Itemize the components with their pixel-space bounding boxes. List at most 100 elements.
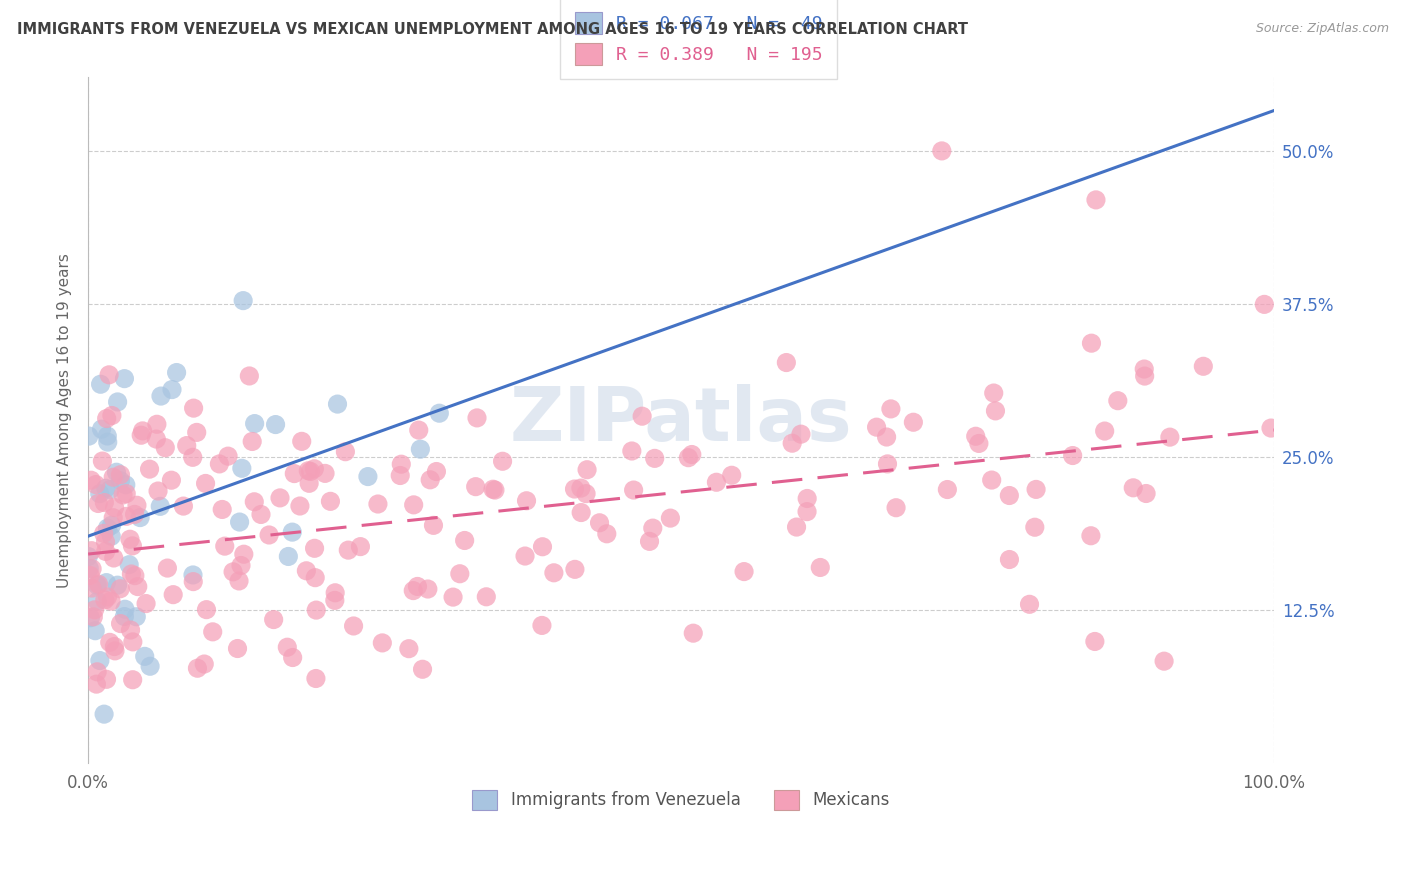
Point bbox=[371, 636, 394, 650]
Point bbox=[281, 650, 304, 665]
Point bbox=[186, 425, 208, 440]
Point bbox=[79, 611, 101, 625]
Point bbox=[115, 509, 138, 524]
Point bbox=[281, 525, 304, 540]
Point bbox=[491, 454, 513, 468]
Point bbox=[77, 549, 100, 564]
Point bbox=[641, 521, 664, 535]
Point bbox=[304, 571, 326, 585]
Point bbox=[101, 409, 124, 423]
Point bbox=[884, 500, 907, 515]
Point bbox=[77, 429, 100, 443]
Point bbox=[114, 602, 136, 616]
Point bbox=[983, 386, 1005, 401]
Point bbox=[588, 516, 610, 530]
Point bbox=[112, 488, 135, 502]
Point bbox=[644, 451, 666, 466]
Point bbox=[659, 511, 682, 525]
Point bbox=[94, 544, 117, 558]
Point bbox=[1260, 421, 1282, 435]
Point bbox=[357, 469, 380, 483]
Point bbox=[121, 539, 143, 553]
Point bbox=[965, 429, 987, 443]
Point bbox=[269, 491, 291, 505]
Point bbox=[160, 473, 183, 487]
Point bbox=[96, 590, 118, 604]
Point bbox=[79, 568, 101, 582]
Point bbox=[531, 540, 554, 554]
Point bbox=[1025, 483, 1047, 497]
Point bbox=[226, 641, 249, 656]
Point bbox=[475, 590, 498, 604]
Point bbox=[86, 578, 108, 592]
Point bbox=[543, 566, 565, 580]
Point bbox=[786, 520, 808, 534]
Point bbox=[596, 526, 619, 541]
Point bbox=[299, 464, 322, 478]
Point bbox=[408, 423, 430, 437]
Point bbox=[222, 565, 245, 579]
Point bbox=[389, 468, 412, 483]
Point bbox=[441, 590, 464, 604]
Point bbox=[482, 482, 505, 496]
Point bbox=[107, 578, 129, 592]
Point bbox=[89, 654, 111, 668]
Point bbox=[706, 475, 728, 490]
Point bbox=[139, 659, 162, 673]
Point bbox=[796, 491, 818, 506]
Point bbox=[453, 533, 475, 548]
Text: ZIPatlas: ZIPatlas bbox=[509, 384, 852, 457]
Point bbox=[93, 526, 115, 541]
Point bbox=[1153, 654, 1175, 668]
Point bbox=[125, 609, 148, 624]
Point bbox=[1192, 359, 1215, 374]
Point bbox=[291, 434, 314, 449]
Point bbox=[409, 442, 432, 457]
Point bbox=[564, 482, 586, 496]
Point bbox=[149, 389, 172, 403]
Point bbox=[91, 454, 114, 468]
Point bbox=[94, 481, 117, 495]
Point bbox=[93, 707, 115, 722]
Point bbox=[125, 498, 148, 512]
Point bbox=[304, 462, 326, 476]
Point bbox=[865, 420, 887, 434]
Point bbox=[118, 558, 141, 572]
Point bbox=[564, 562, 586, 576]
Point bbox=[335, 444, 357, 458]
Point bbox=[118, 533, 141, 547]
Point bbox=[342, 619, 364, 633]
Point bbox=[931, 144, 953, 158]
Point bbox=[416, 582, 439, 596]
Point bbox=[84, 624, 107, 638]
Point bbox=[796, 505, 818, 519]
Point bbox=[90, 377, 112, 392]
Point bbox=[980, 473, 1002, 487]
Point bbox=[367, 497, 389, 511]
Point bbox=[87, 577, 110, 591]
Point bbox=[228, 515, 250, 529]
Point bbox=[240, 434, 263, 449]
Point bbox=[77, 561, 100, 575]
Point bbox=[80, 473, 103, 487]
Point bbox=[96, 575, 118, 590]
Point bbox=[104, 644, 127, 658]
Point bbox=[623, 483, 645, 497]
Point bbox=[162, 588, 184, 602]
Point bbox=[181, 450, 204, 465]
Point bbox=[94, 535, 117, 549]
Point bbox=[314, 467, 336, 481]
Text: Source: ZipAtlas.com: Source: ZipAtlas.com bbox=[1256, 22, 1389, 36]
Point bbox=[880, 401, 903, 416]
Point bbox=[181, 568, 204, 582]
Point bbox=[127, 580, 149, 594]
Point bbox=[82, 562, 104, 576]
Point bbox=[1080, 529, 1102, 543]
Point bbox=[129, 510, 152, 524]
Point bbox=[398, 641, 420, 656]
Point bbox=[1122, 481, 1144, 495]
Point bbox=[131, 424, 153, 438]
Point bbox=[419, 473, 441, 487]
Point bbox=[232, 293, 254, 308]
Point bbox=[211, 502, 233, 516]
